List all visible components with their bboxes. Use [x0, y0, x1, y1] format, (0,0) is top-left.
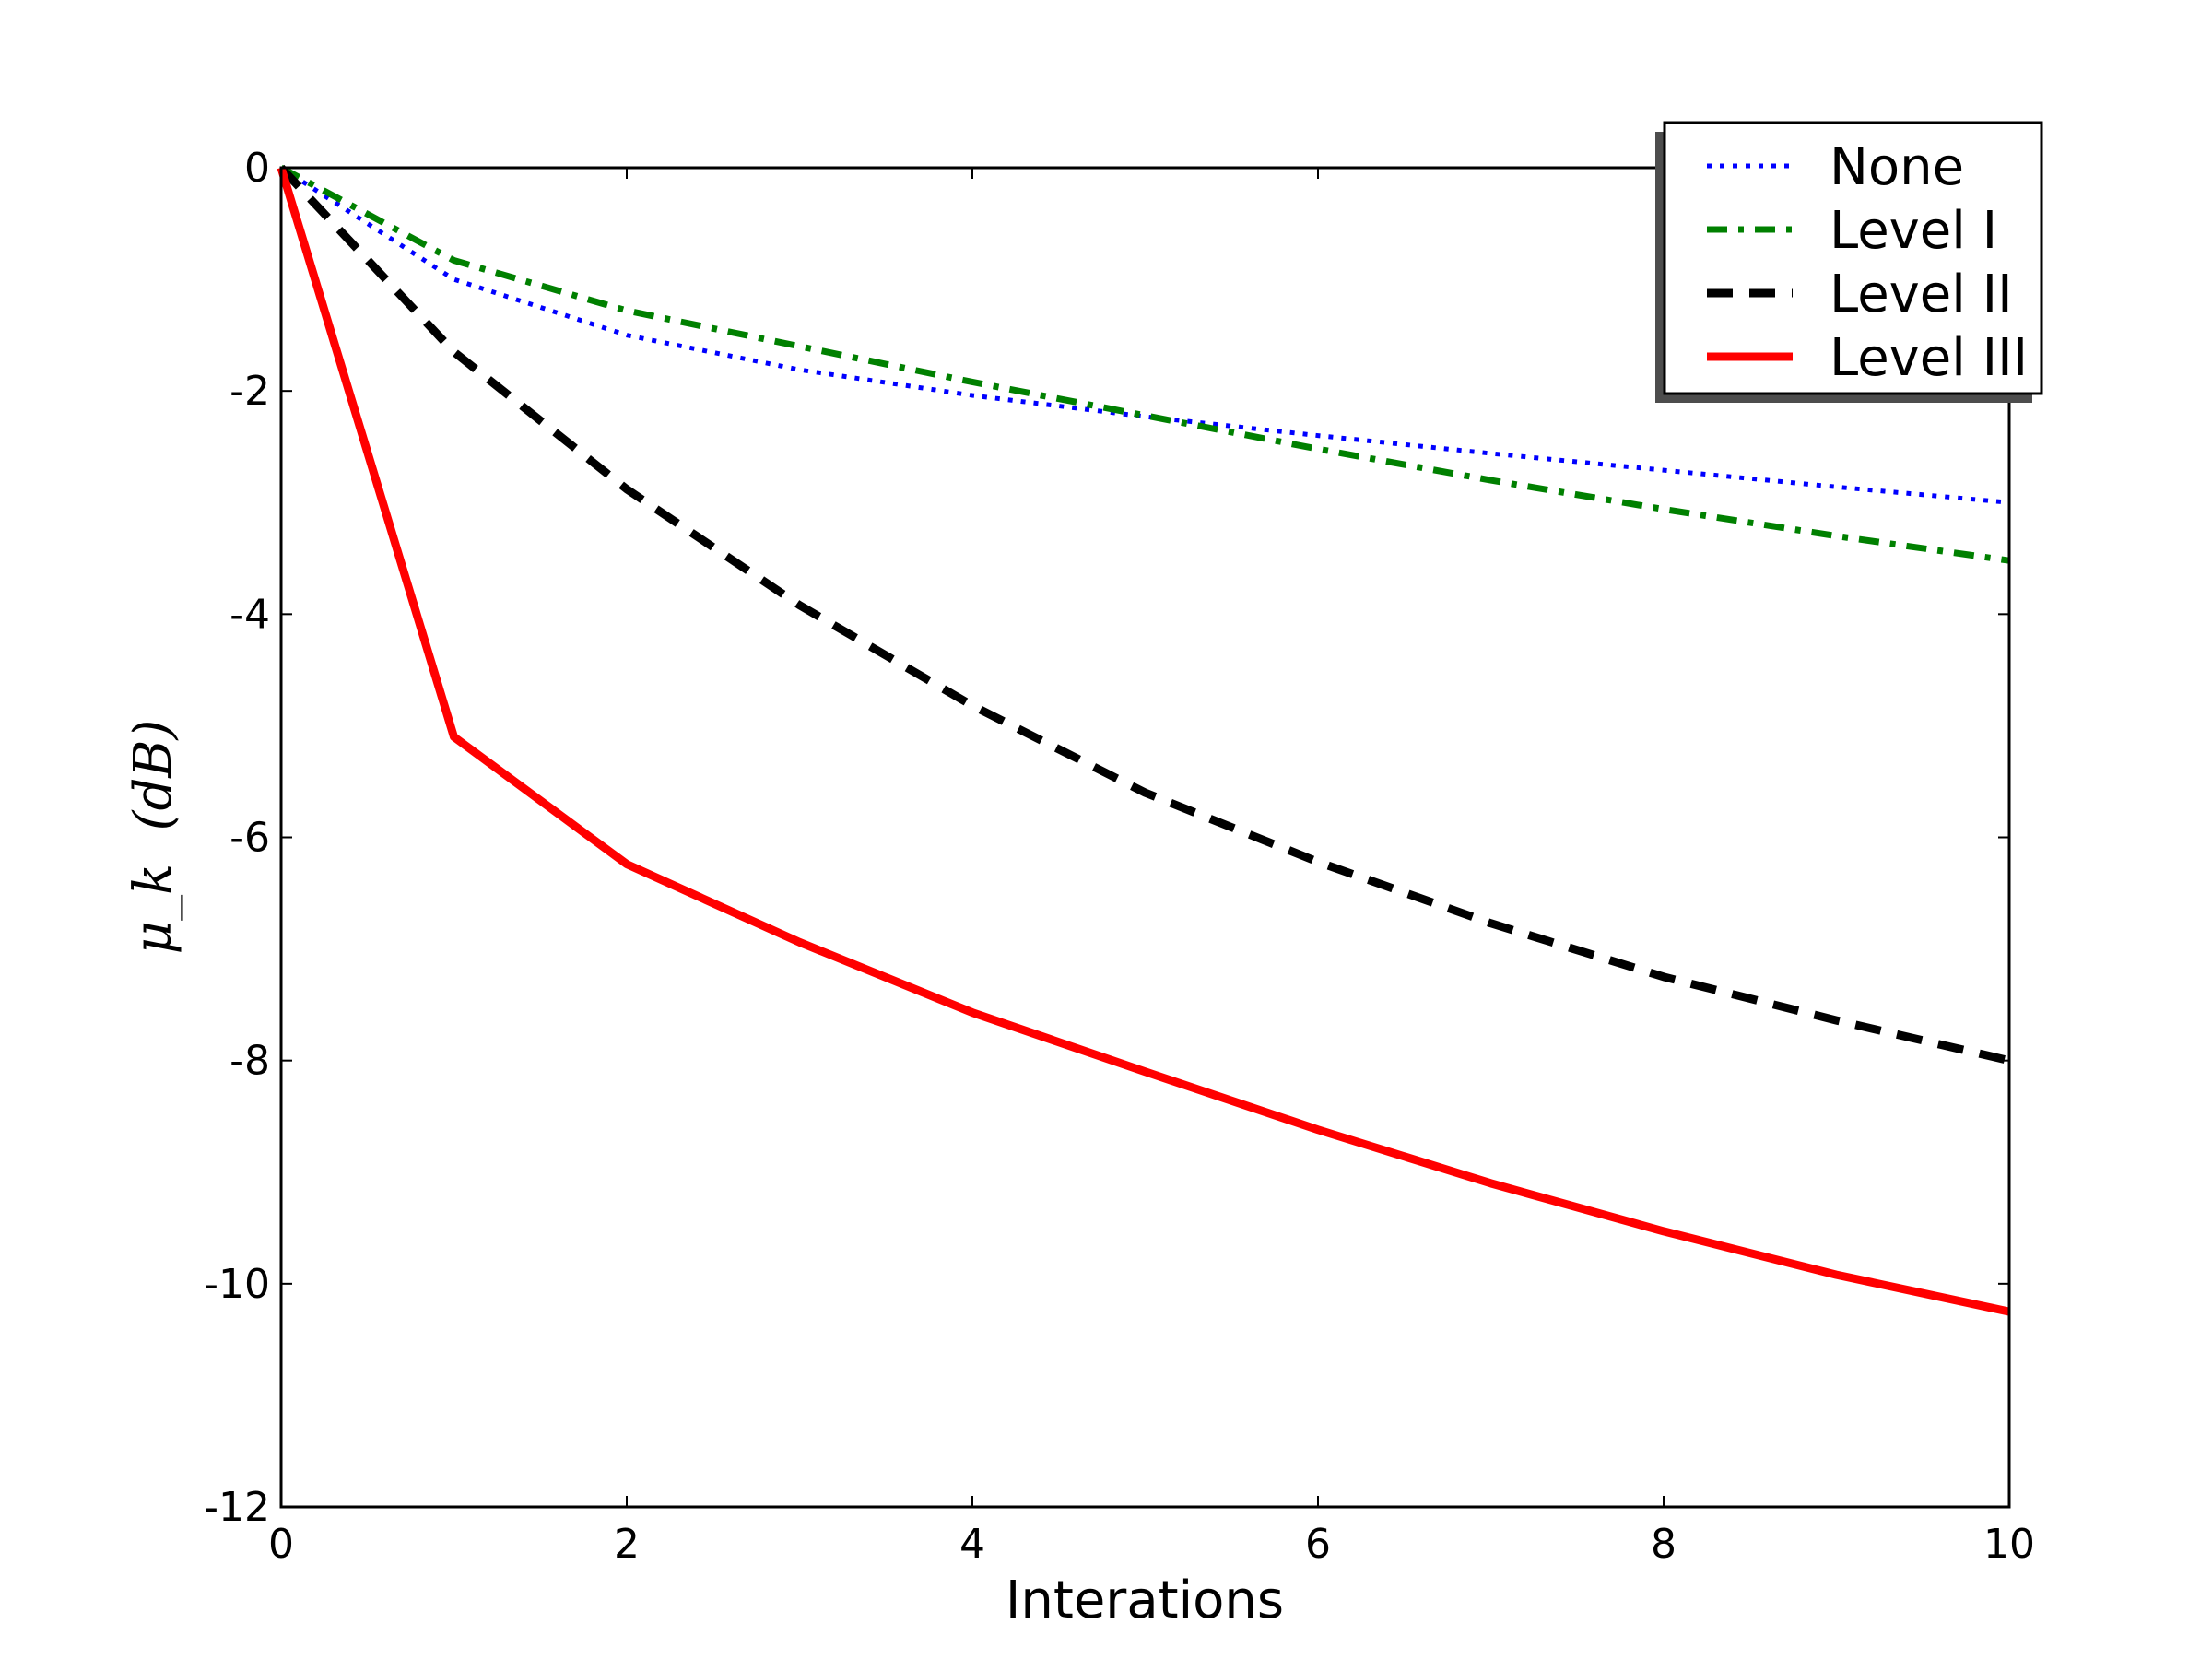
y-tick-label: -8 [229, 1038, 270, 1085]
y-tick-label: 0 [244, 145, 270, 192]
series-line-none [279, 165, 2010, 505]
y-axis-label: μ_k (dB) [124, 720, 183, 955]
y-tick-label: -12 [204, 1484, 270, 1531]
y-tick-label: -10 [204, 1261, 270, 1308]
y-tick-label: -6 [229, 815, 270, 862]
series-line-level-ii [277, 164, 2011, 1065]
x-tick-label: 6 [1305, 1521, 1331, 1568]
y-axis-label-group: μ_k (dB) [124, 720, 183, 955]
series-line-level-iii [276, 166, 2010, 1316]
x-axis-label: Interations [1006, 1571, 1284, 1630]
x-tick-label: 10 [1983, 1521, 2035, 1568]
legend-label: Level III [1830, 328, 2028, 388]
x-tick-label: 8 [1651, 1521, 1677, 1568]
legend-box [1663, 121, 2043, 395]
legend-label: None [1830, 137, 1964, 197]
legend-label: Level I [1830, 201, 1997, 261]
x-tick-label: 2 [614, 1521, 640, 1568]
series-line-level-i [279, 164, 2010, 564]
y-tick-label: -4 [229, 591, 270, 638]
ticks-layer: 0 2 4 6 8 10 0 -2 -4 -6 -8 -10 -12 [204, 145, 2035, 1568]
x-tick-label: 0 [268, 1521, 294, 1568]
x-tick-label: 4 [959, 1521, 985, 1568]
legend-label: Level II [1830, 265, 2013, 324]
series-layer [276, 164, 2011, 1316]
y-tick-label: -2 [229, 368, 270, 415]
